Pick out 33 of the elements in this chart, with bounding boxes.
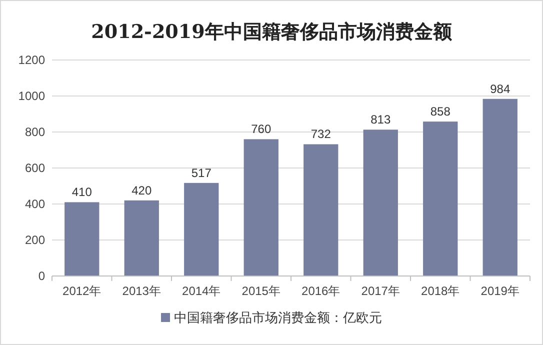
bar [124, 200, 159, 276]
bar [423, 122, 458, 276]
bar [244, 139, 278, 276]
data-label: 732 [310, 127, 332, 142]
y-tick-label: 1000 [18, 89, 46, 103]
x-tick-label: 2014年 [182, 284, 221, 298]
chart-title: 2012-2019年中国籍奢侈品市场消费金额 [91, 21, 453, 43]
bar [363, 130, 398, 276]
data-label: 858 [430, 104, 451, 119]
x-tick-label: 2019年 [480, 284, 520, 298]
data-label: 760 [251, 122, 272, 136]
bar [64, 202, 100, 276]
x-tick-label: 2012年 [62, 284, 102, 298]
data-label: 420 [132, 183, 152, 198]
x-tick-label: 2017年 [361, 284, 400, 298]
bar [184, 182, 219, 276]
data-label: 984 [490, 82, 510, 96]
data-label: 813 [370, 112, 391, 127]
bar [482, 98, 518, 276]
y-tick-label: 800 [24, 125, 46, 139]
y-tick-label: 200 [24, 233, 46, 247]
x-tick-label: 2016年 [302, 284, 340, 298]
y-tick-label: 0 [38, 269, 46, 283]
x-tick-label: 2013年 [122, 284, 161, 298]
data-label: 517 [191, 166, 212, 180]
x-tick-label: 2015年 [242, 284, 280, 298]
legend-label: 中国籍奢侈品市场消费金额：亿欧元 [174, 310, 382, 325]
x-tick-label: 2018年 [421, 284, 460, 298]
y-tick-label: 600 [24, 161, 46, 175]
y-tick-label: 400 [24, 197, 46, 211]
data-label: 410 [72, 185, 92, 200]
y-tick-label: 1200 [18, 53, 46, 67]
bar [304, 144, 338, 276]
